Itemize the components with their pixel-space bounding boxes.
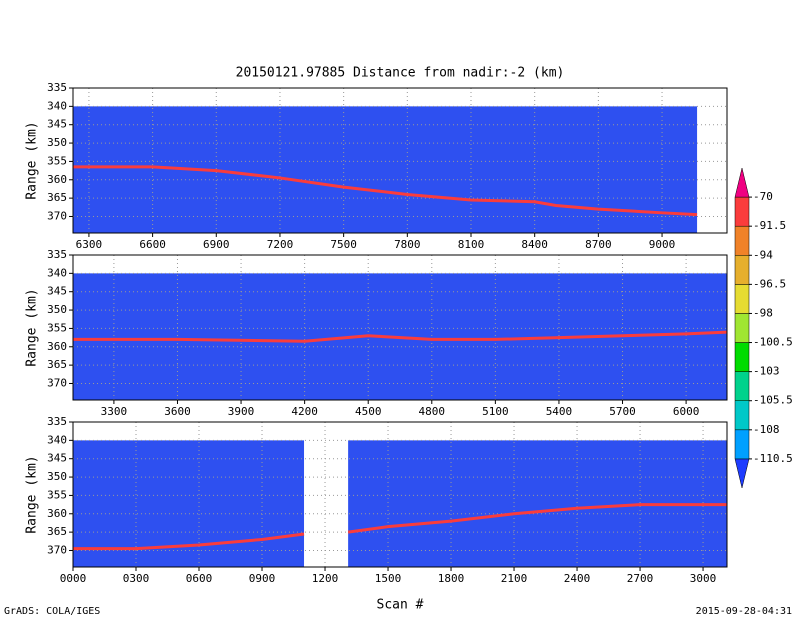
surface-line xyxy=(73,532,305,551)
colorbar-label: -98 xyxy=(753,306,773,319)
y-tick-label: 370 xyxy=(47,543,67,556)
footer-left: GrADS: COLA/IGES xyxy=(4,606,100,617)
y-tick-label: 345 xyxy=(47,285,67,298)
x-tick-label: 7200 xyxy=(267,238,294,251)
colorbar-label: -110.5 xyxy=(753,452,793,465)
colorbar-segment xyxy=(734,313,750,343)
y-axis-label: Range (km) xyxy=(25,288,40,366)
y-tick-label: 360 xyxy=(47,507,67,520)
y-tick-label: 350 xyxy=(47,303,67,316)
x-tick-label: 5700 xyxy=(609,405,636,418)
colorbar-segment xyxy=(734,225,750,256)
surface-line xyxy=(73,330,728,343)
colorbar-label: -70 xyxy=(753,190,773,203)
x-tick-label: 6900 xyxy=(203,238,230,251)
y-tick-label: 365 xyxy=(47,358,67,371)
x-tick-label: 0300 xyxy=(123,572,150,585)
coverage-area xyxy=(73,106,698,233)
y-tick-label: 335 xyxy=(47,248,67,261)
colorbar-segment xyxy=(734,167,750,198)
x-tick-label: 3900 xyxy=(228,405,255,418)
plot-frame xyxy=(72,421,728,568)
colorbar-label: -108 xyxy=(753,423,780,436)
colorbar-segment xyxy=(734,284,750,314)
colorbar-segment xyxy=(734,458,750,489)
plot-frame xyxy=(72,254,728,401)
x-tick-label: 8400 xyxy=(521,238,548,251)
colorbar-segment xyxy=(734,342,750,372)
x-axis-label: Scan # xyxy=(377,598,424,613)
y-tick-label: 345 xyxy=(47,452,67,465)
x-tick-label: 2100 xyxy=(501,572,528,585)
y-tick-label: 360 xyxy=(47,340,67,353)
x-tick-label: 9000 xyxy=(649,238,676,251)
x-tick-label: 5100 xyxy=(482,405,509,418)
x-tick-label: 6600 xyxy=(139,238,166,251)
y-tick-label: 335 xyxy=(47,415,67,428)
x-tick-label: 1800 xyxy=(438,572,465,585)
y-tick-label: 340 xyxy=(47,99,67,112)
colorbar-segment xyxy=(734,371,750,401)
colorbar-label: -103 xyxy=(753,365,780,378)
x-tick-label: 4200 xyxy=(291,405,318,418)
x-tick-label: 6000 xyxy=(673,405,700,418)
x-tick-label: 8700 xyxy=(585,238,612,251)
y-tick-label: 370 xyxy=(47,209,67,222)
x-tick-label: 2700 xyxy=(627,572,654,585)
y-tick-label: 340 xyxy=(47,433,67,446)
surface-line xyxy=(73,165,698,217)
x-tick-label: 3600 xyxy=(164,405,191,418)
y-tick-label: 355 xyxy=(47,488,67,501)
colorbar-label: -94 xyxy=(753,248,773,261)
y-tick-label: 370 xyxy=(47,376,67,389)
x-tick-label: 6300 xyxy=(76,238,103,251)
plot-frame xyxy=(72,87,728,234)
y-tick-label: 335 xyxy=(47,81,67,94)
y-tick-label: 360 xyxy=(47,173,67,186)
x-tick-label: 5400 xyxy=(546,405,573,418)
x-tick-label: 0000 xyxy=(60,572,87,585)
y-tick-label: 350 xyxy=(47,470,67,483)
y-tick-label: 340 xyxy=(47,266,67,279)
y-tick-label: 355 xyxy=(47,154,67,167)
x-tick-label: 2400 xyxy=(564,572,591,585)
surface-line xyxy=(347,503,727,534)
x-tick-label: 1500 xyxy=(375,572,402,585)
footer-right: 2015-09-28-04:31 xyxy=(696,606,792,617)
colorbar-segment xyxy=(734,429,750,460)
y-axis-label: Range (km) xyxy=(25,121,40,199)
y-tick-label: 350 xyxy=(47,136,67,149)
colorbar-segment xyxy=(734,400,750,431)
colorbar-segment xyxy=(734,196,750,227)
y-tick-label: 345 xyxy=(47,118,67,131)
colorbar-label: -91.5 xyxy=(753,219,786,232)
colorbar-label: -105.5 xyxy=(753,394,793,407)
colorbar-segment xyxy=(734,255,750,285)
x-tick-label: 8100 xyxy=(458,238,485,251)
colorbar-label: -96.5 xyxy=(753,277,786,290)
y-tick-label: 365 xyxy=(47,191,67,204)
y-axis-label: Range (km) xyxy=(25,455,40,533)
chart-title: 20150121.97885 Distance from nadir:-2 (k… xyxy=(236,66,565,81)
y-tick-label: 355 xyxy=(47,321,67,334)
x-tick-label: 3300 xyxy=(101,405,128,418)
x-tick-label: 4500 xyxy=(355,405,382,418)
colorbar-label: -100.5 xyxy=(753,336,793,349)
x-tick-label: 0900 xyxy=(249,572,276,585)
x-tick-label: 7500 xyxy=(330,238,357,251)
x-tick-label: 1200 xyxy=(312,572,339,585)
x-tick-label: 0600 xyxy=(186,572,213,585)
y-tick-label: 365 xyxy=(47,525,67,538)
x-tick-label: 4800 xyxy=(419,405,446,418)
x-tick-label: 7800 xyxy=(394,238,421,251)
x-tick-label: 3000 xyxy=(690,572,717,585)
